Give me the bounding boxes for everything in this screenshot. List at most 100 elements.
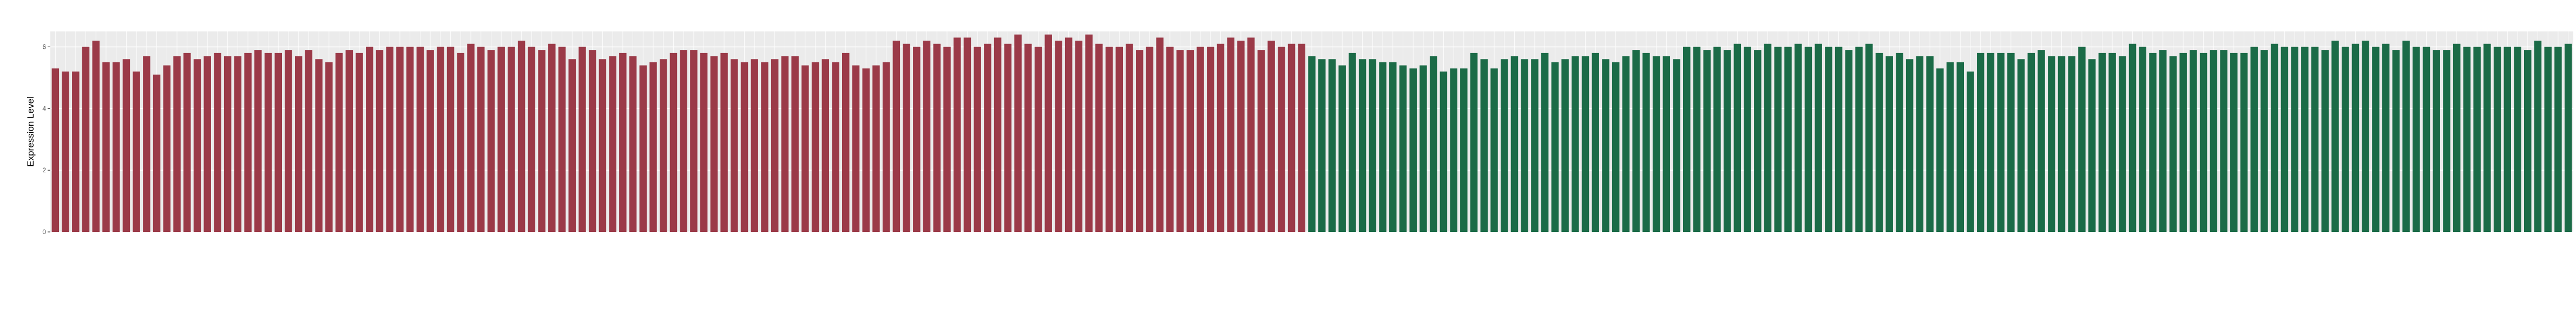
bar bbox=[416, 47, 424, 232]
bar bbox=[1875, 53, 1883, 232]
bar bbox=[2331, 41, 2339, 232]
bar bbox=[953, 37, 961, 232]
bar bbox=[2544, 47, 2552, 232]
bar bbox=[2402, 41, 2410, 232]
bar bbox=[1602, 59, 1609, 232]
bar bbox=[1561, 59, 1569, 232]
bar bbox=[467, 43, 475, 232]
bar bbox=[1379, 62, 1386, 232]
bar bbox=[943, 47, 951, 232]
bar bbox=[1622, 56, 1630, 232]
bar bbox=[1976, 53, 1984, 232]
bar bbox=[1784, 47, 1792, 232]
bar bbox=[1541, 53, 1549, 232]
bar bbox=[2534, 41, 2542, 232]
bar bbox=[2179, 53, 2187, 232]
bar bbox=[2463, 47, 2471, 232]
bar bbox=[406, 47, 414, 232]
bar bbox=[376, 50, 384, 232]
bar bbox=[203, 56, 211, 232]
bar bbox=[2503, 47, 2512, 232]
bar bbox=[2149, 53, 2157, 232]
bar bbox=[1126, 43, 1133, 232]
bar bbox=[2128, 43, 2137, 232]
bar bbox=[811, 62, 819, 232]
bar bbox=[579, 47, 586, 232]
y-tick-label: 0 bbox=[42, 228, 46, 236]
bar bbox=[832, 62, 839, 232]
bar bbox=[1703, 50, 1711, 232]
bar bbox=[2392, 50, 2400, 232]
bar bbox=[1713, 47, 1721, 232]
bar bbox=[974, 47, 981, 232]
bar bbox=[862, 68, 870, 232]
bar bbox=[2270, 43, 2278, 232]
bar bbox=[2351, 43, 2360, 232]
bar bbox=[933, 43, 941, 232]
bar bbox=[984, 43, 991, 232]
bar bbox=[163, 65, 171, 232]
bar bbox=[1723, 50, 1731, 232]
bar bbox=[1572, 56, 1579, 232]
bars bbox=[51, 34, 2572, 232]
bar bbox=[1510, 56, 1519, 232]
bar bbox=[457, 53, 465, 232]
bar bbox=[1774, 47, 1782, 232]
bar bbox=[2422, 47, 2430, 232]
bar bbox=[1764, 43, 1772, 232]
bar bbox=[508, 47, 515, 232]
bar bbox=[51, 68, 60, 232]
bar bbox=[1673, 59, 1680, 232]
bar bbox=[487, 50, 495, 232]
bar bbox=[153, 74, 161, 232]
bar bbox=[386, 47, 393, 232]
bar bbox=[2240, 53, 2248, 232]
bar bbox=[619, 53, 627, 232]
bar bbox=[477, 47, 485, 232]
bar bbox=[1146, 47, 1154, 232]
bar bbox=[1115, 47, 1123, 232]
bar bbox=[193, 59, 201, 232]
bar bbox=[2514, 47, 2521, 232]
bar bbox=[2483, 43, 2491, 232]
bar bbox=[781, 56, 789, 232]
bar bbox=[1358, 59, 1366, 232]
bar bbox=[872, 65, 880, 232]
bar bbox=[356, 53, 363, 232]
bar bbox=[2098, 53, 2106, 232]
bar bbox=[1075, 41, 1083, 232]
bar bbox=[2038, 50, 2045, 232]
bar bbox=[183, 53, 191, 232]
bar bbox=[1733, 43, 1742, 232]
bar bbox=[1581, 56, 1589, 232]
bar bbox=[1308, 56, 1316, 232]
bar bbox=[1916, 56, 1924, 232]
bar bbox=[1754, 50, 1762, 232]
bar bbox=[1956, 62, 1964, 232]
bar bbox=[609, 56, 616, 232]
bar bbox=[588, 50, 596, 232]
bar bbox=[1936, 68, 1944, 232]
bar bbox=[2260, 50, 2268, 232]
bar bbox=[903, 43, 910, 232]
bar bbox=[2007, 53, 2015, 232]
bar bbox=[1926, 56, 1934, 232]
bar bbox=[1328, 59, 1336, 232]
bar bbox=[1176, 50, 1184, 232]
bar bbox=[2413, 47, 2420, 232]
bar bbox=[214, 53, 221, 232]
bar bbox=[1825, 47, 1832, 232]
bar bbox=[1298, 43, 1306, 232]
bar bbox=[62, 72, 69, 232]
bar bbox=[366, 47, 373, 232]
bar bbox=[771, 59, 779, 232]
bar bbox=[224, 56, 232, 232]
bar bbox=[1905, 59, 1914, 232]
bar bbox=[649, 62, 657, 232]
bar bbox=[112, 62, 120, 232]
bar bbox=[285, 50, 292, 232]
bar bbox=[335, 53, 343, 232]
bar bbox=[1105, 47, 1113, 232]
bar bbox=[740, 62, 748, 232]
